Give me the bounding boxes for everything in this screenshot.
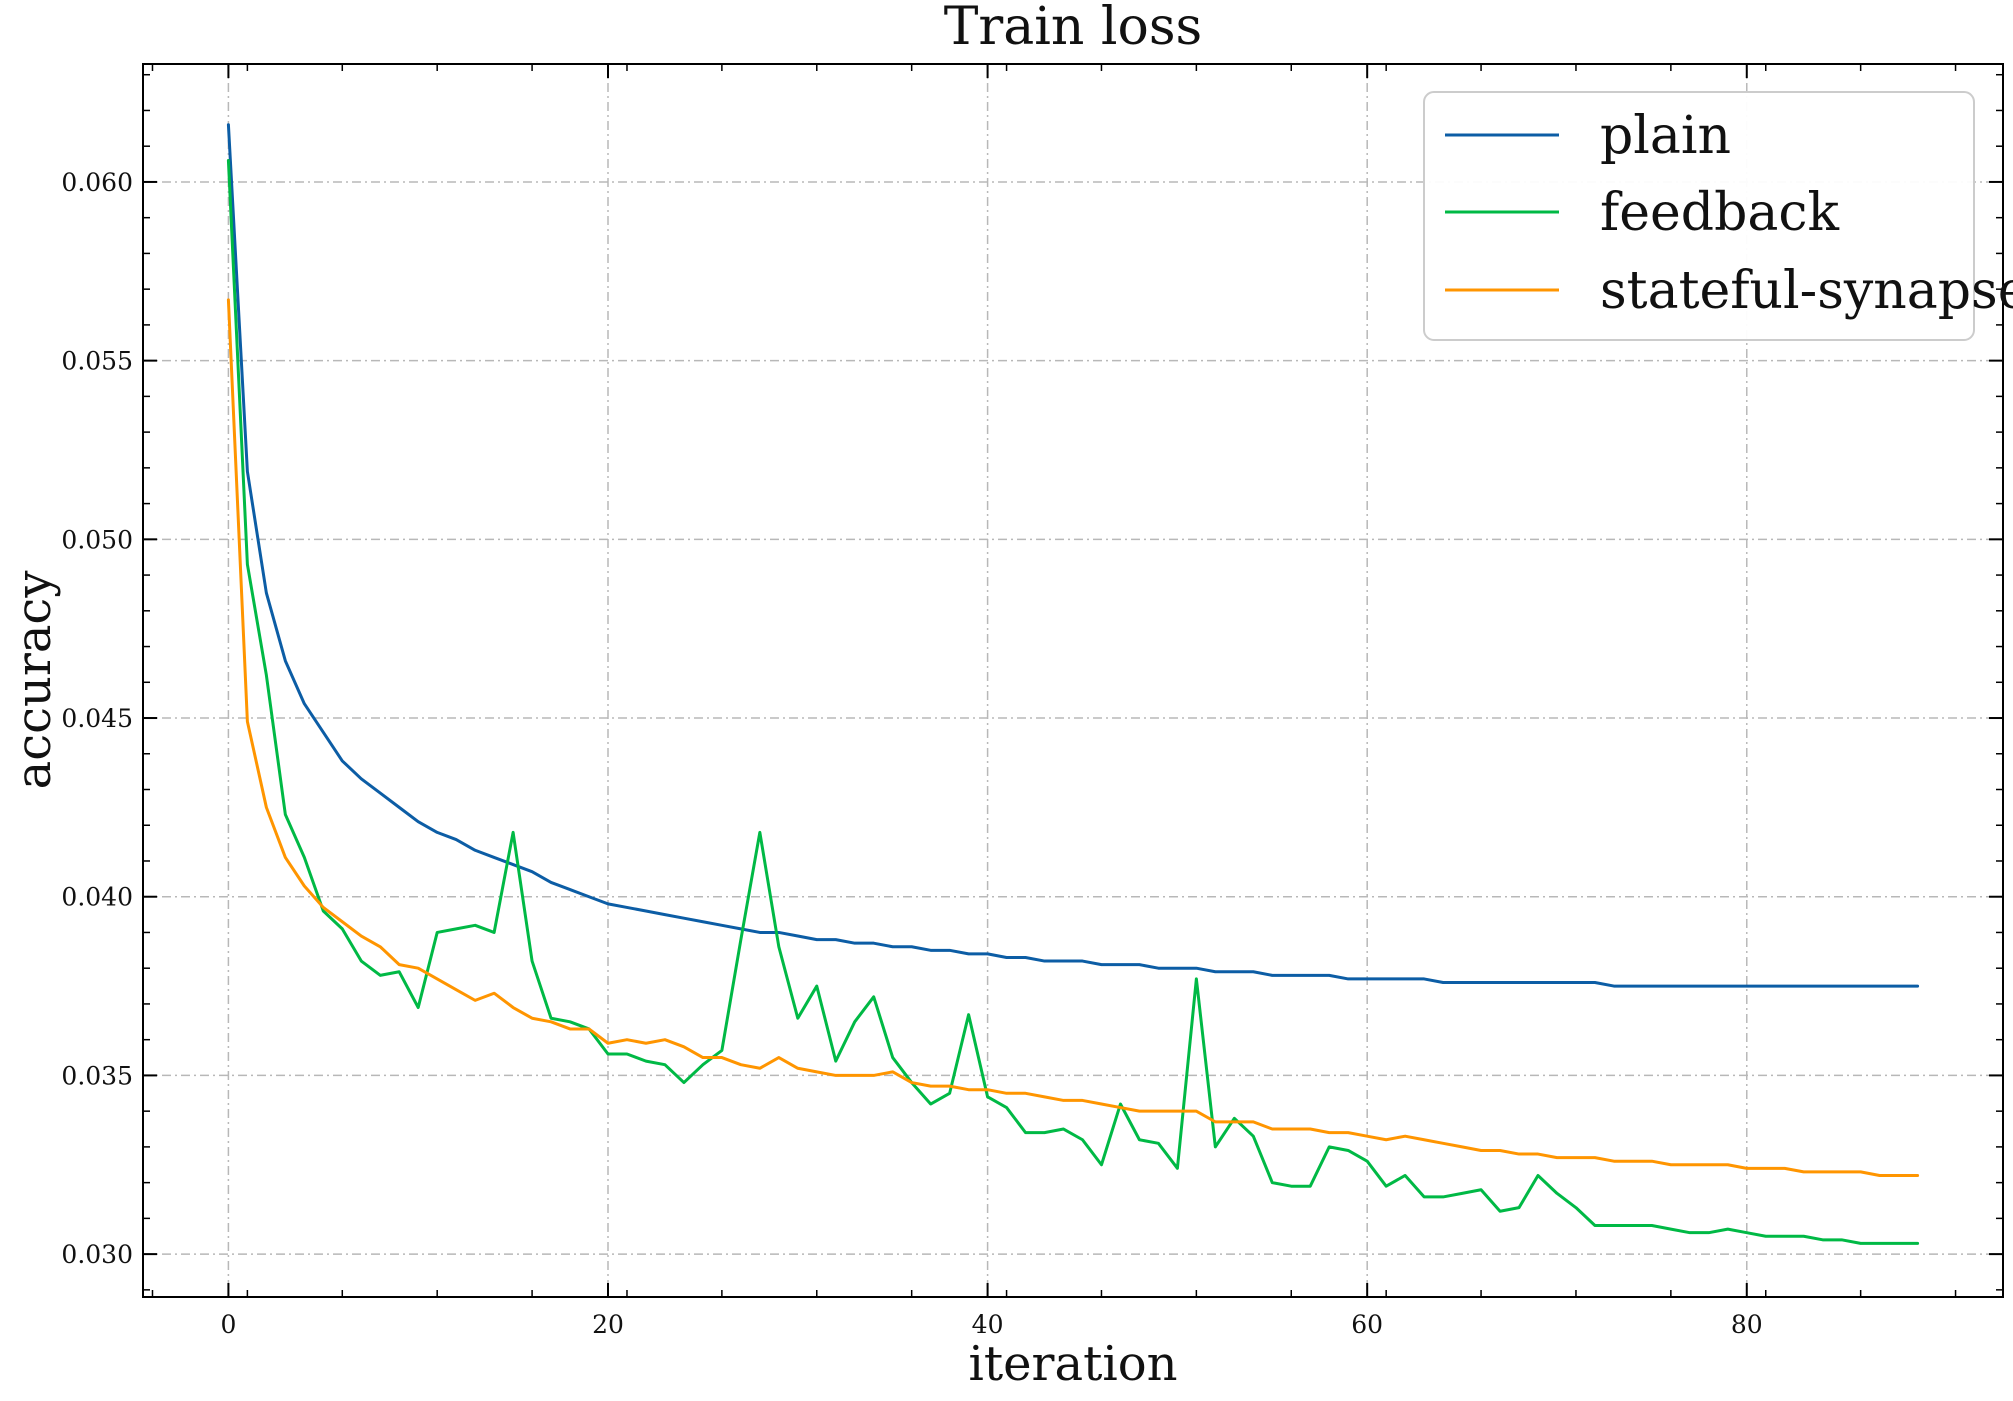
legend: plain feedback stateful-synapse	[1423, 91, 2013, 341]
x-tick-label: 40	[972, 1310, 1004, 1339]
legend-box	[1423, 91, 1975, 341]
chart-title: Train loss	[944, 0, 1203, 57]
plot-frame	[142, 63, 2004, 1298]
x-axis-title: iteration	[968, 1336, 1177, 1392]
grid-lines	[143, 64, 2003, 1297]
y-tick-label: 0.030	[61, 1240, 133, 1269]
y-axis-title: accuracy	[6, 571, 62, 790]
series-line-stateful-synapse	[226, 298, 1920, 1177]
y-tick-label: 0.040	[61, 883, 133, 912]
x-tick-label: 0	[220, 1310, 236, 1339]
x-tick-label: 20	[592, 1310, 624, 1339]
x-tick-label: 60	[1351, 1310, 1383, 1339]
y-tick-label: 0.035	[61, 1061, 133, 1090]
legend-label-plain: plain	[1600, 106, 1731, 166]
series-line-plain	[226, 123, 1920, 988]
x-tick-label: 80	[1731, 1310, 1763, 1339]
y-tick-label: 0.060	[61, 168, 133, 197]
series-lines	[226, 123, 1920, 1245]
y-tick-label: 0.055	[61, 347, 133, 376]
y-tick-label: 0.045	[61, 704, 133, 733]
legend-label-feedback: feedback	[1600, 183, 1839, 243]
legend-label-stateful-synapse: stateful-synapse	[1600, 261, 2013, 321]
series-line-feedback	[226, 159, 1920, 1245]
y-tick-label: 0.050	[61, 525, 133, 554]
axis-ticks: 0 20 40 60 80 0.030 0.035 0.040 0.045 0.050 0.055 0…	[61, 64, 2003, 1339]
